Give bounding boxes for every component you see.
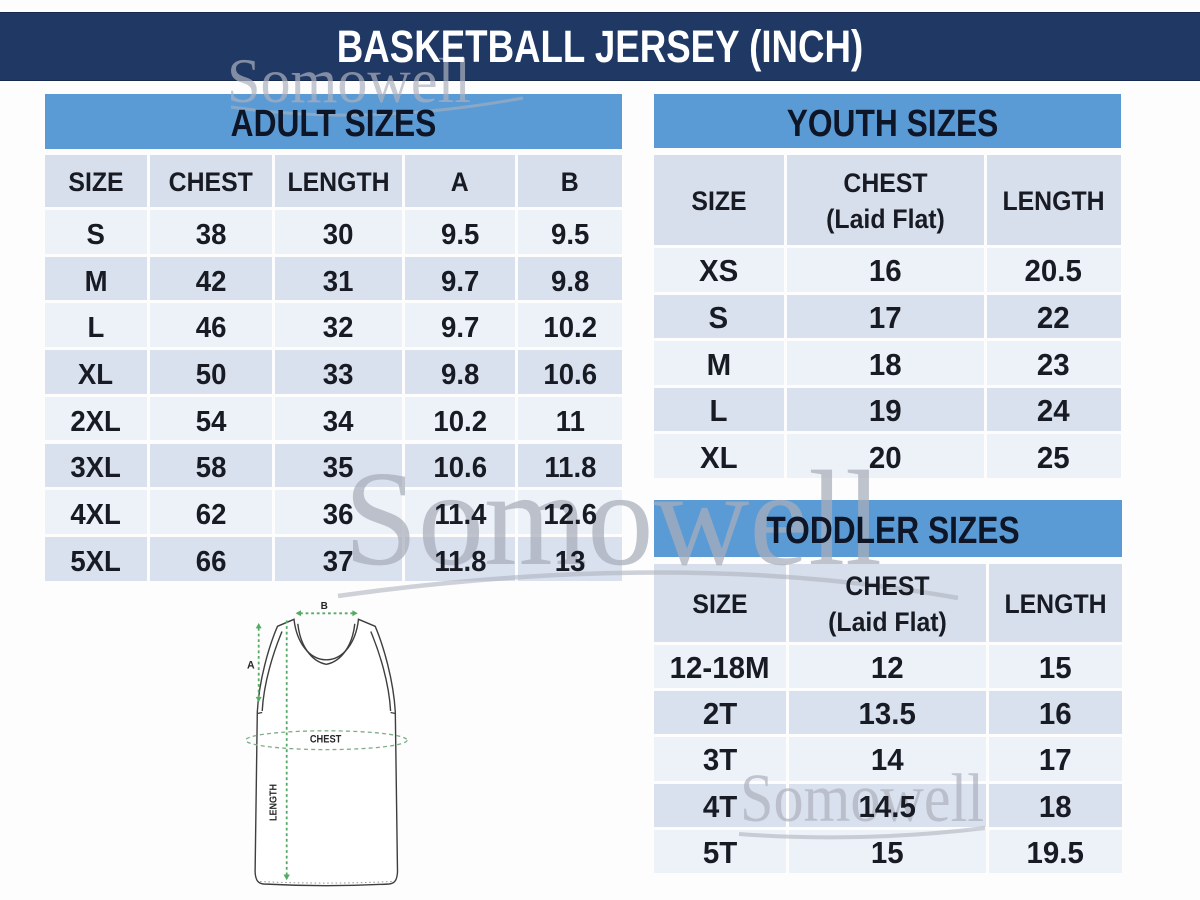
svg-text:Somowell: Somowell <box>227 45 471 116</box>
svg-text:CHEST: CHEST <box>310 734 342 746</box>
svg-text:B: B <box>321 601 328 612</box>
svg-text:Somowell: Somowell <box>740 760 984 836</box>
svg-text:A: A <box>247 660 255 672</box>
svg-text:Somowell: Somowell <box>344 444 882 594</box>
svg-text:LENGTH: LENGTH <box>269 784 280 821</box>
